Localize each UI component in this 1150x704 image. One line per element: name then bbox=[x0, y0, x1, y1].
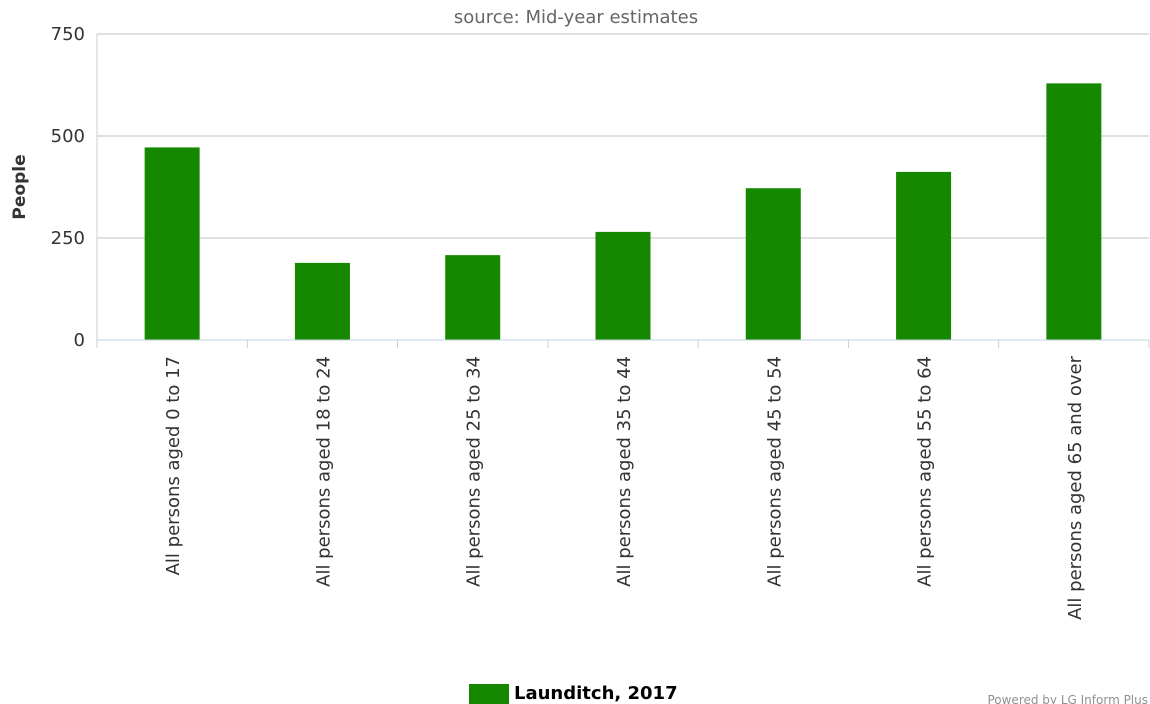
bar[interactable] bbox=[144, 147, 200, 340]
x-tick-label: All persons aged 25 to 34 bbox=[464, 356, 485, 587]
y-tick-label: 250 bbox=[51, 228, 85, 249]
gridlines bbox=[97, 33, 1149, 239]
y-tick-label: 750 bbox=[51, 24, 85, 45]
x-tick-label: All persons aged 45 to 54 bbox=[764, 356, 785, 587]
x-tick-label: All persons aged 65 and over bbox=[1065, 355, 1086, 619]
x-tick-label: All persons aged 35 to 44 bbox=[614, 356, 635, 587]
x-tick-label: All persons aged 55 to 64 bbox=[915, 356, 936, 587]
bar[interactable] bbox=[1046, 83, 1102, 341]
x-tick-label: All persons aged 0 to 17 bbox=[163, 356, 184, 575]
legend[interactable]: Launditch, 2017 bbox=[469, 683, 678, 704]
bars bbox=[144, 83, 1102, 341]
x-tick-label: All persons aged 18 to 24 bbox=[313, 356, 334, 587]
bar[interactable] bbox=[745, 188, 801, 340]
y-axis-label: People bbox=[10, 154, 30, 219]
axes bbox=[96, 34, 1150, 348]
legend-swatch bbox=[469, 684, 509, 704]
chart-subtitle: source: Mid-year estimates bbox=[454, 7, 698, 28]
credit-text[interactable]: Powered by LG Inform Plus bbox=[987, 693, 1148, 704]
bar[interactable] bbox=[896, 171, 952, 340]
y-tick-label: 500 bbox=[51, 126, 85, 147]
bar[interactable] bbox=[595, 231, 651, 340]
bar[interactable] bbox=[294, 262, 350, 340]
y-axis-ticks: 0 250 500 750 bbox=[51, 24, 85, 351]
legend-label: Launditch, 2017 bbox=[514, 683, 678, 704]
x-axis-ticks: All persons aged 0 to 17 All persons aged… bbox=[163, 355, 1086, 619]
bar[interactable] bbox=[445, 255, 501, 340]
y-tick-label: 0 bbox=[74, 330, 85, 351]
